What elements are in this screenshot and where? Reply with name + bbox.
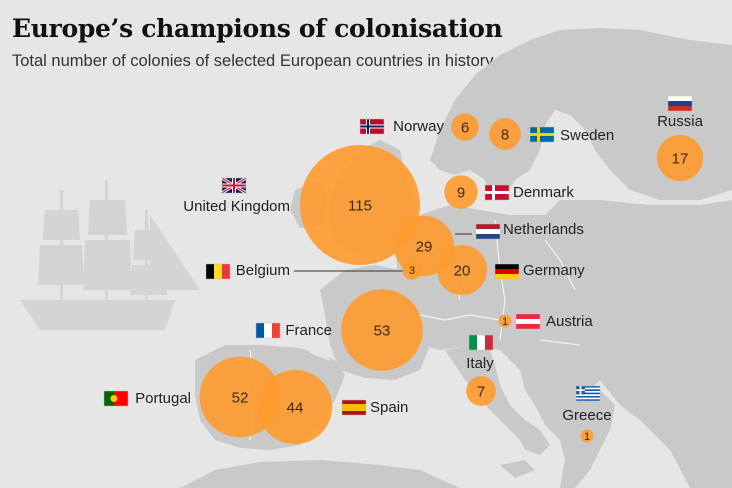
greece-value: 1 [584,431,590,443]
austria-flag-icon [515,313,541,330]
spain-bubble [257,369,333,445]
netherlands-flag-icon [475,223,501,240]
belgium-flag-icon [205,263,231,280]
denmark-value: 9 [457,185,465,202]
netherlands-value: 29 [416,239,433,256]
spain-label: Spain [370,399,408,416]
germany-label: Germany [523,262,585,279]
portugal-flag-icon [103,390,129,407]
germany-value: 20 [454,263,471,280]
uk-bubble [299,144,421,266]
italy-label: Italy [466,355,494,372]
spain-value: 44 [287,400,304,417]
sicily-landmass [500,460,535,478]
belgium-bubble [402,260,422,280]
labels-layer: Russia Norway Sweden Denmark United Kingdom N… [103,95,704,424]
greece-label: Greece [562,407,611,424]
north-africa-landmass [180,460,460,488]
sweden-label: Sweden [560,127,614,144]
norway-label: Norway [393,118,444,135]
page-subtitle: Total number of colonies of selected Eur… [12,52,494,70]
russia-value: 17 [672,151,689,168]
russia-flag-icon [667,95,693,112]
denmark-label: Denmark [513,184,574,201]
scandinavia-landmass [430,28,732,200]
norway-bubble [451,113,479,141]
netherlands-label: Netherlands [503,221,584,238]
page-title: Europe’s champions of colonisation [12,14,503,43]
eastern-europe-landmass [540,200,732,488]
denmark-flag-icon [484,184,510,201]
bubbles-layer: 115 53 52 44 29 20 17 9 8 7 6 3 1 1 [199,113,704,445]
germany-bubble [436,244,488,296]
sailing-ship-icon [20,180,200,330]
germany-flag-icon [494,263,520,280]
italy-value: 7 [477,384,485,401]
italy-flag-icon [468,334,494,351]
belgium-label: Belgium [236,262,290,279]
france-value: 53 [374,323,391,340]
russia-bubble [656,134,704,182]
norway-value: 6 [461,120,469,137]
denmark-bubble [444,175,478,209]
uk-flag-icon [221,176,247,195]
france-flag-icon [255,322,281,339]
france-label: France [285,322,332,339]
uk-value: 115 [348,198,372,215]
austria-bubble [498,314,512,328]
italy-landmass [445,345,550,455]
austria-value: 1 [502,316,508,328]
uk-label: United Kingdom [183,198,290,215]
austria-label: Austria [546,313,593,330]
italy-bubble [466,376,496,406]
greece-bubble [580,429,594,443]
spain-flag-icon [341,399,367,416]
france-bubble [341,289,423,371]
sweden-flag-icon [529,126,555,143]
norway-flag-icon [359,118,385,135]
belgium-value: 3 [409,265,415,277]
portugal-label: Portugal [135,390,191,407]
greece-flag-icon [575,385,601,402]
leader-lines [294,233,472,272]
portugal-value: 52 [232,390,249,407]
sweden-bubble [489,118,521,150]
russia-label: Russia [657,113,704,130]
sweden-value: 8 [501,127,509,144]
